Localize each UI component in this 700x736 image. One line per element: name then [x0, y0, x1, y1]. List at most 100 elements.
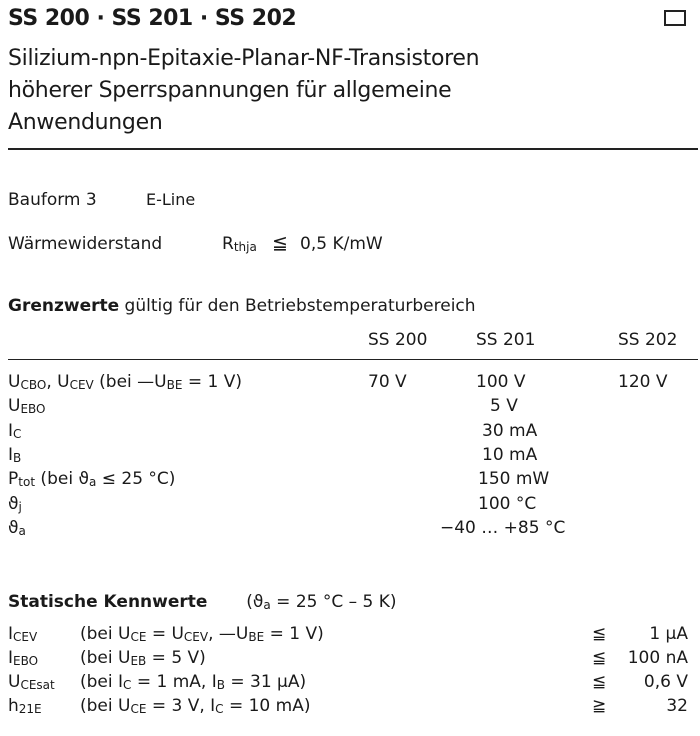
- param-condition: (bei IC = 1 mA, IB = 31 μA): [80, 672, 306, 692]
- subscript: B: [216, 678, 225, 692]
- subscript: CEV: [183, 630, 209, 644]
- column-header-ss201: SS 201: [476, 330, 536, 350]
- subscript: 21E: [18, 702, 42, 716]
- limit-label: IB: [8, 445, 21, 465]
- text-segment: = 1 V): [264, 624, 324, 644]
- subscript: BE: [166, 378, 183, 392]
- subscript: EBO: [13, 654, 39, 668]
- text-segment: U: [8, 372, 21, 392]
- subscript: CE: [130, 702, 147, 716]
- text-segment: R: [222, 234, 234, 254]
- limit-value: 100 °C: [478, 493, 537, 514]
- subtitle-line: Anwendungen: [8, 110, 163, 135]
- subscript: tot: [18, 475, 36, 490]
- param-relation: ≧: [592, 696, 607, 716]
- param-value: 100 nA: [627, 648, 688, 668]
- subscript: BE: [248, 630, 265, 644]
- limit-value: 10 mA: [482, 444, 538, 465]
- text-segment: = 31 μA): [224, 672, 307, 692]
- param-symbol: IEBO: [8, 648, 38, 668]
- limit-value: 120 V: [618, 372, 668, 392]
- param-value: 32: [666, 696, 688, 716]
- param-relation: ≦: [592, 672, 607, 692]
- text-segment: = 5 V): [146, 648, 206, 668]
- waerme-value: 0,5 K/mW: [300, 234, 383, 254]
- param-condition: (bei UEB = 5 V): [80, 648, 206, 668]
- text-segment: U: [8, 396, 21, 417]
- limit-label: IC: [8, 421, 21, 441]
- text-segment: I: [8, 648, 14, 668]
- subscript: CEV: [69, 378, 94, 392]
- document-title: SS 200 · SS 201 · SS 202: [8, 6, 297, 31]
- text-segment: (bei ϑ: [35, 469, 89, 490]
- subscript: CEV: [13, 630, 38, 644]
- limit-label: ϑj: [8, 494, 22, 514]
- text-segment: h: [8, 696, 19, 716]
- param-condition: (bei UCE = UCEV, —UBE = 1 V): [80, 624, 324, 644]
- limit-value: 70 V: [368, 372, 407, 392]
- subscript: CBO: [20, 378, 47, 392]
- text-segment: ϑ: [8, 517, 19, 538]
- text-segment: (bei U: [80, 696, 131, 716]
- param-value: 1 μA: [649, 624, 688, 644]
- text-segment: (bei I: [80, 672, 124, 692]
- subscript: CE: [130, 630, 147, 644]
- limit-value: 30 mA: [482, 420, 538, 441]
- text-segment: P: [8, 469, 19, 490]
- subtitle-line: höherer Sperrspannungen für allgemeine: [8, 78, 452, 103]
- subtitle-line: Silizium-npn-Epitaxie-Planar-NF-Transist…: [8, 46, 480, 71]
- text-segment: ≤ 25 °C): [96, 469, 176, 490]
- text-segment: ϑ: [8, 493, 19, 514]
- param-relation: ≦: [592, 648, 607, 668]
- statisch-heading: Statische Kennwerte: [8, 592, 208, 612]
- grenzwerte-heading-rest: gültig für den Betriebstemperaturbereich: [124, 296, 476, 316]
- text-segment: = 1 V): [182, 372, 242, 392]
- text-segment: U: [8, 672, 21, 692]
- param-symbol: UCEsat: [8, 672, 55, 692]
- param-value: 0,6 V: [643, 672, 688, 692]
- subscript: CEsat: [20, 678, 55, 692]
- subscript: EBO: [20, 402, 46, 417]
- bauform-label: Bauform 3: [8, 190, 97, 210]
- limit-label: ϑa: [8, 518, 26, 538]
- text-segment: (bei U: [80, 648, 131, 668]
- subscript: a: [18, 523, 26, 538]
- text-segment: (bei —U: [93, 372, 167, 392]
- column-header-ss202: SS 202: [618, 330, 678, 350]
- subscript: thja: [233, 240, 257, 254]
- param-symbol: h21E: [8, 696, 42, 716]
- bauform-value: E-Line: [146, 190, 196, 209]
- text-segment: I: [8, 420, 14, 441]
- divider: [8, 148, 698, 150]
- limit-value: 5 V: [490, 396, 518, 417]
- text-segment: = 3 V, I: [146, 696, 216, 716]
- text-segment: (ϑ: [246, 592, 264, 612]
- text-segment: = 1 mA, I: [131, 672, 217, 692]
- param-symbol: ICEV: [8, 624, 37, 644]
- subscript: a: [263, 598, 271, 612]
- subscript: C: [123, 678, 132, 692]
- waerme-relation: ≦: [272, 232, 288, 254]
- subscript: C: [13, 426, 22, 441]
- subscript: j: [18, 499, 22, 514]
- waerme-label: Wärmewiderstand: [8, 234, 163, 254]
- text-segment: = U: [146, 624, 184, 644]
- text-segment: , U: [46, 372, 70, 392]
- subscript: a: [88, 475, 97, 490]
- subscript: C: [215, 702, 224, 716]
- subscript: EB: [130, 654, 147, 668]
- text-segment: (bei U: [80, 624, 131, 644]
- grenzwerte-heading: Grenzwerte: [8, 296, 120, 316]
- limit-value: 150 mW: [478, 469, 550, 490]
- subscript: B: [13, 450, 22, 465]
- limit-value: 100 V: [476, 372, 526, 392]
- param-relation: ≦: [592, 624, 607, 644]
- text-segment: I: [8, 624, 14, 644]
- waerme-symbol: Rthja: [222, 234, 257, 254]
- checkbox-square-icon: [664, 10, 686, 26]
- text-segment: , —U: [208, 624, 249, 644]
- text-segment: = 10 mA): [223, 696, 311, 716]
- divider: [8, 359, 698, 360]
- limit-label: UCBO, UCEV (bei —UBE = 1 V): [8, 372, 242, 392]
- limit-label: Ptot (bei ϑa ≤ 25 °C): [8, 469, 175, 489]
